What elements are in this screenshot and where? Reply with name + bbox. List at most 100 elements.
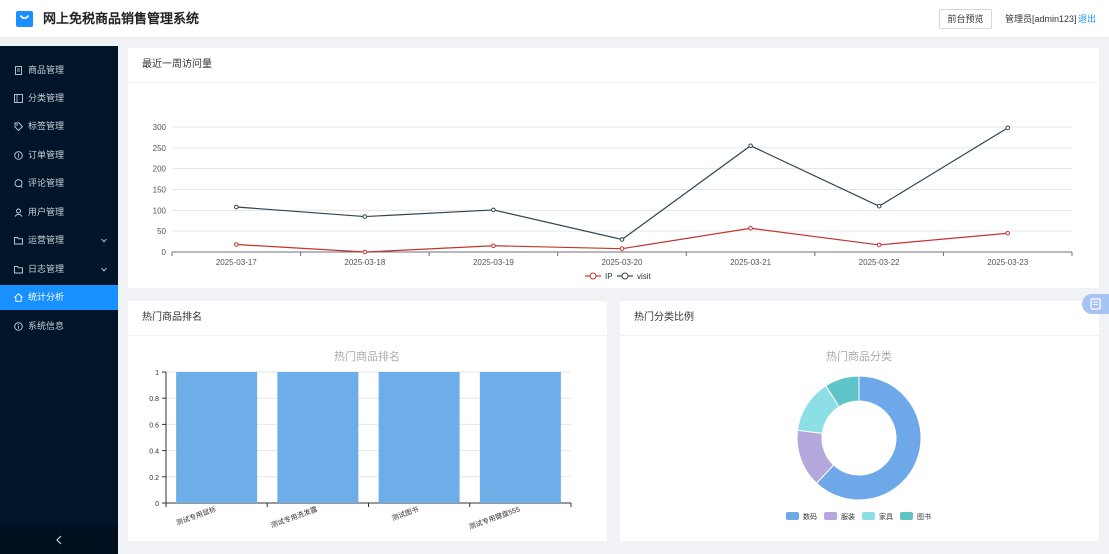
frontend-preview-button[interactable]: 前台预览: [939, 9, 992, 29]
bag-logo-icon: [16, 11, 33, 27]
x-tick-label: 2025-03-20: [602, 258, 643, 267]
y-tick-label: 0.6: [149, 422, 159, 429]
sidebar: 商品管理 分类管理 标签管理 订单管理 评论管理 用户管理 运营管理 日志管理 …: [0, 46, 118, 554]
sidebar-item-logs[interactable]: 日志管理: [0, 257, 118, 282]
book-icon: [1090, 298, 1101, 310]
sidebar-item-label: 商品管理: [28, 65, 65, 75]
y-tick-label: 300: [153, 123, 167, 132]
sidebar-item-operations[interactable]: 运营管理: [0, 228, 118, 253]
legend-label: visit: [637, 272, 652, 281]
current-user-label: 管理员[admin123]: [1005, 14, 1077, 24]
tag-icon: [14, 122, 23, 131]
chart-title: 热门商品排名: [334, 349, 400, 363]
data-point: [619, 246, 625, 251]
legend-label: IP: [605, 272, 613, 281]
sidebar-item-orders[interactable]: 订单管理: [0, 143, 118, 168]
x-tick-label: 2025-03-19: [473, 258, 514, 267]
sidebar-item-label: 分类管理: [28, 93, 65, 103]
sidebar-item-system-info[interactable]: 系统信息: [0, 314, 118, 339]
floating-side-button[interactable]: [1082, 294, 1109, 314]
y-tick-label: 0: [155, 501, 159, 508]
bar: [378, 372, 460, 503]
sidebar-item-categories[interactable]: 分类管理: [0, 86, 118, 111]
sidebar-item-label: 标签管理: [28, 121, 65, 131]
sidebar-item-label: 运营管理: [28, 235, 65, 245]
data-point: [748, 143, 753, 149]
legend-item: 图书: [900, 512, 931, 521]
legend-swatch: [824, 512, 837, 520]
sidebar-item-comments[interactable]: 评论管理: [0, 171, 118, 196]
legend-swatch-marker: [621, 272, 629, 280]
top-bar: 网上免税商品销售管理系统 前台预览 管理员[admin123] 退出: [0, 0, 1109, 38]
chevron-down-icon: [101, 238, 107, 243]
pie-slice: [815, 375, 922, 501]
order-icon: [14, 151, 23, 160]
info-icon: [14, 322, 23, 331]
sidebar-item-tags[interactable]: 标签管理: [0, 114, 118, 139]
data-point: [1005, 125, 1011, 131]
list-icon: [14, 94, 23, 103]
document-icon: [15, 66, 22, 75]
legend-label: 图书: [917, 512, 931, 521]
series-line-visit: [236, 127, 1009, 241]
card-divider: [620, 335, 1099, 336]
bar: [176, 372, 258, 503]
y-tick-label: 0.8: [149, 396, 159, 403]
legend-swatch: [862, 512, 875, 520]
y-tick-label: 200: [153, 165, 167, 174]
data-point: [491, 243, 496, 249]
y-tick-label: 250: [153, 144, 167, 153]
x-tick-label: 测试图书: [390, 504, 419, 522]
legend-item-visit: visit: [617, 272, 652, 281]
y-tick-label: 50: [157, 227, 166, 236]
sidebar-item-label: 统计分析: [28, 292, 65, 302]
sidebar-item-label: 日志管理: [28, 264, 65, 274]
y-tick-label: 0: [162, 248, 167, 257]
legend-item-ip: IP: [585, 272, 613, 281]
data-point: [876, 203, 882, 209]
data-point: [362, 214, 368, 219]
x-tick-label: 2025-03-21: [730, 258, 771, 267]
sidebar-item-users[interactable]: 用户管理: [0, 200, 118, 225]
card-title: 热门商品排名: [142, 312, 202, 323]
data-point: [876, 242, 882, 248]
y-tick-label: 0.4: [149, 449, 159, 456]
legend-label: 数码: [803, 512, 817, 521]
y-tick-label: 1: [155, 370, 159, 377]
sidebar-item-label: 订单管理: [28, 150, 65, 160]
legend-label: 服装: [841, 512, 855, 521]
sidebar-collapse-button[interactable]: [0, 526, 118, 554]
weekly-visits-line-chart: 0 50 100 150 200 250 300 2025-03-17 2025-03-18 20…: [153, 123, 1073, 281]
card-title: 热门分类比例: [634, 312, 694, 323]
comment-icon: [14, 179, 23, 188]
sidebar-item-products[interactable]: 商品管理: [0, 58, 118, 83]
data-point: [748, 225, 753, 231]
data-point: [233, 204, 239, 210]
data-point: [362, 249, 368, 255]
app-title: 网上免税商品销售管理系统: [43, 11, 200, 26]
x-tick-label: 2025-03-18: [344, 258, 385, 267]
sidebar-item-label: 评论管理: [28, 178, 65, 188]
x-tick-label: 2025-03-17: [216, 258, 257, 267]
legend-swatch-marker: [589, 272, 597, 280]
sidebar-item-label: 用户管理: [28, 207, 65, 217]
legend-item: 家具: [862, 512, 893, 521]
x-tick-label: 测试专用鼠标: [175, 504, 218, 527]
user-icon: [14, 208, 23, 217]
y-tick-label: 100: [153, 206, 167, 215]
data-point: [491, 207, 496, 213]
chevron-down-icon: [101, 267, 107, 272]
home-icon: [14, 293, 23, 302]
weekly-visits-card: 最近一周访问量 0 50 100 150 200 250 300 2025-03-17 2025…: [128, 48, 1099, 288]
data-point: [233, 242, 239, 247]
pie-slice: [825, 375, 860, 408]
legend-swatch: [786, 512, 799, 520]
data-point: [619, 237, 625, 242]
bar: [479, 372, 561, 503]
logout-link[interactable]: 退出: [1078, 14, 1097, 24]
sidebar-item-statistics[interactable]: 统计分析: [0, 285, 118, 310]
folder-icon: [14, 266, 23, 274]
hot-categories-card: 热门分类比例 热门商品分类 数码 服装 家具 图书: [620, 301, 1099, 541]
legend-item: 数码: [786, 512, 817, 521]
sidebar-item-label: 系统信息: [28, 321, 65, 331]
